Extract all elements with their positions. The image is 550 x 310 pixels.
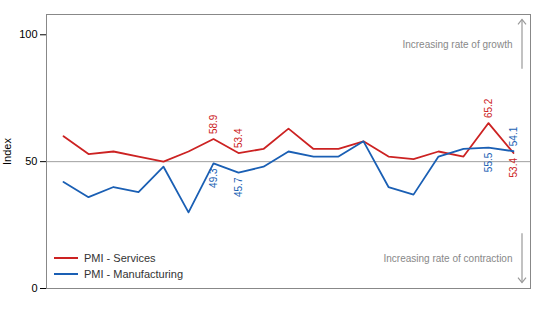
svg-text:45.7: 45.7 [233,177,244,197]
svg-text:53.4: 53.4 [233,128,244,148]
html-text:PMI - Manufacturing: PMI - Manufacturing [84,268,183,280]
svg-text:Increasing rate of contraction: Increasing rate of contraction [384,253,513,264]
svg-text:49.3: 49.3 [208,168,219,188]
svg-text:50: 50 [25,155,37,167]
svg-text:65.2: 65.2 [483,98,494,118]
svg-text:55.5: 55.5 [483,152,494,172]
svg-text:Index: Index [1,138,13,165]
svg-text:53.4: 53.4 [508,158,519,178]
svg-text:0: 0 [31,282,37,294]
svg-text:Increasing rate of growth: Increasing rate of growth [402,39,512,50]
svg-text:58.9: 58.9 [208,114,219,134]
svg-text:54.1: 54.1 [508,126,519,146]
html-text:PMI - Services: PMI - Services [84,252,156,264]
svg-text:100: 100 [19,28,37,40]
